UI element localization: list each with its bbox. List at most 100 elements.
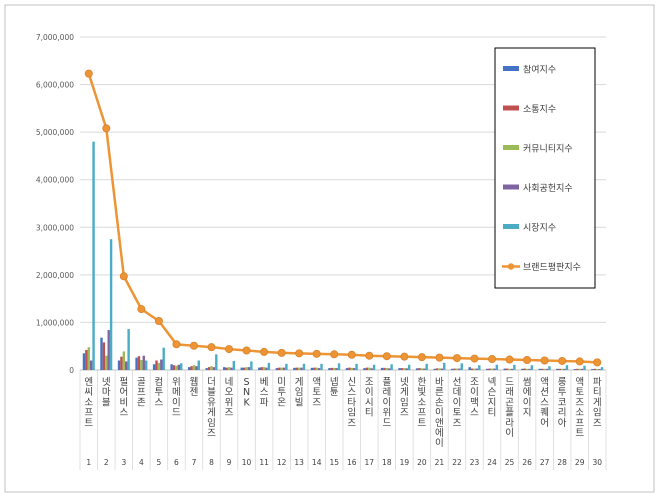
y-tick-label: 7,000,000 bbox=[36, 33, 74, 42]
rank-label: 20 bbox=[417, 458, 427, 467]
line-point bbox=[84, 69, 93, 78]
bar bbox=[262, 367, 266, 370]
bar bbox=[187, 367, 191, 370]
bar bbox=[207, 367, 211, 370]
bar bbox=[337, 363, 341, 370]
bar bbox=[345, 368, 349, 370]
bar bbox=[600, 367, 604, 370]
line-point bbox=[312, 349, 321, 358]
line-point bbox=[505, 355, 514, 364]
rank-label: 18 bbox=[382, 458, 392, 467]
legend-line-marker bbox=[507, 263, 515, 270]
rank-label: 6 bbox=[174, 458, 179, 467]
bar bbox=[280, 367, 283, 370]
bar bbox=[285, 363, 288, 370]
bar bbox=[440, 368, 444, 370]
bar bbox=[109, 239, 113, 370]
legend-swatch bbox=[503, 66, 519, 71]
legend-swatch bbox=[503, 184, 519, 190]
bar bbox=[541, 368, 544, 370]
y-axis-ticks: 0 1,000,000 2,000,000 3,000,000 4,000,000 5,0… bbox=[36, 33, 74, 375]
bar bbox=[583, 365, 586, 370]
bar bbox=[495, 364, 499, 370]
bar bbox=[598, 369, 601, 370]
line-point bbox=[137, 305, 146, 314]
bar bbox=[122, 351, 126, 370]
bar bbox=[180, 363, 183, 370]
bar bbox=[473, 368, 476, 370]
bar bbox=[177, 364, 181, 370]
bar bbox=[142, 355, 145, 370]
bar bbox=[230, 367, 233, 370]
bar bbox=[297, 367, 301, 370]
bar bbox=[548, 366, 551, 370]
bar bbox=[258, 367, 261, 370]
bar bbox=[172, 365, 176, 370]
bar bbox=[400, 368, 404, 370]
bar bbox=[210, 366, 213, 370]
bar bbox=[195, 366, 198, 370]
bar bbox=[225, 367, 228, 370]
line-point bbox=[470, 354, 479, 363]
line-point bbox=[488, 355, 497, 364]
bar bbox=[197, 360, 200, 370]
rank-label: 14 bbox=[312, 458, 322, 467]
bar bbox=[190, 366, 193, 370]
rank-label: 27 bbox=[540, 458, 550, 467]
y-tick-label: 3,000,000 bbox=[36, 223, 74, 232]
bar bbox=[488, 368, 491, 370]
bar bbox=[405, 368, 408, 370]
bar bbox=[565, 365, 569, 370]
bar bbox=[125, 361, 128, 370]
bar bbox=[155, 360, 158, 370]
line-point bbox=[277, 348, 286, 357]
line-point bbox=[558, 356, 567, 365]
bar bbox=[470, 368, 474, 370]
bar bbox=[335, 368, 338, 370]
bar bbox=[490, 368, 494, 370]
rank-label: 19 bbox=[400, 458, 410, 467]
bar bbox=[87, 347, 90, 370]
bar bbox=[468, 367, 471, 370]
bar bbox=[415, 368, 419, 370]
bar bbox=[578, 368, 581, 370]
bar bbox=[152, 364, 156, 370]
bar bbox=[458, 368, 461, 370]
bar bbox=[560, 368, 564, 370]
rank-label: 15 bbox=[329, 458, 339, 467]
bar bbox=[460, 363, 463, 370]
bar bbox=[523, 368, 526, 370]
legend-label: 사회공헌지수 bbox=[523, 183, 573, 194]
rank-label: 8 bbox=[209, 458, 214, 467]
bar bbox=[443, 362, 446, 370]
rank-label: 29 bbox=[575, 458, 585, 467]
bar bbox=[365, 367, 369, 370]
bar bbox=[352, 368, 356, 370]
bar bbox=[227, 367, 231, 370]
bar bbox=[89, 360, 93, 370]
line-point bbox=[523, 356, 532, 365]
bar bbox=[433, 368, 436, 370]
legend-swatch bbox=[503, 224, 519, 229]
bar bbox=[355, 363, 358, 370]
bar bbox=[92, 141, 95, 370]
line-point bbox=[382, 352, 391, 361]
bar bbox=[398, 368, 401, 370]
bar bbox=[545, 368, 549, 370]
bar bbox=[455, 368, 459, 370]
rank-label: 30 bbox=[592, 458, 602, 467]
line-point bbox=[295, 349, 304, 358]
